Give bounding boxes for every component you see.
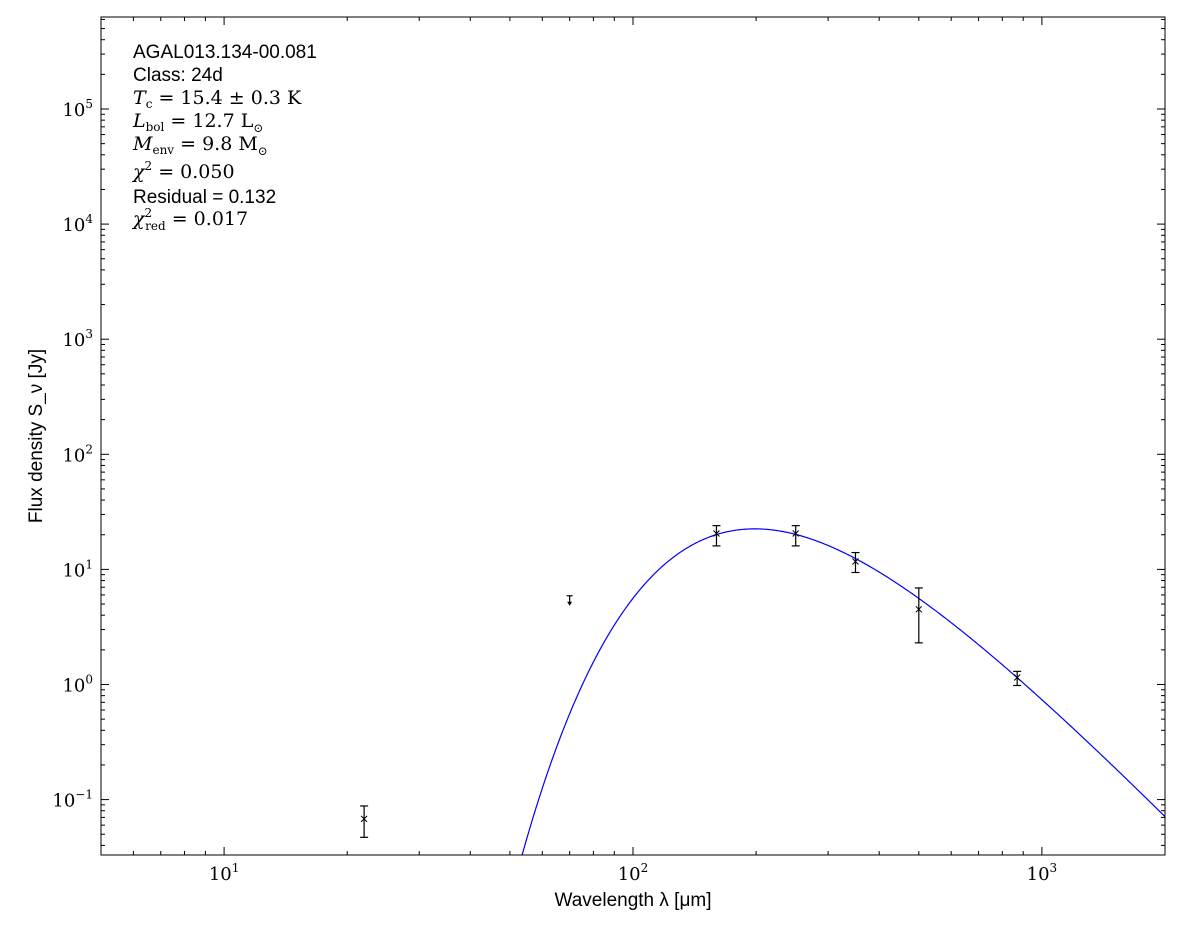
y-tick-label: 101 [62,557,93,581]
data-point [712,525,721,547]
point-marker [1013,674,1021,681]
y-axis-label-text: Flux density S_ν [Jy] [26,349,47,523]
minor-ticks [100,17,1166,855]
x-axis-label: Wavelength λ [μm] [554,890,711,911]
point-marker [713,530,720,537]
y-tick-label: 105 [62,97,93,121]
points-layer [360,525,1022,838]
data-point [1013,670,1022,687]
class-label: Class: 24d [133,65,223,86]
point-marker [792,530,800,537]
y-axis-label: Flux density S_ν [Jy] [26,349,47,523]
point-marker [360,815,368,823]
data-point [851,551,860,574]
model-curve [521,528,1165,855]
y-tick-label: 103 [62,327,93,351]
envelope-mass-label: Menv = 9.8 M⊙ [132,133,268,158]
plot-frame [100,16,1166,856]
y-tick-label: 10−1 [52,788,93,812]
upper-limit-arrow [567,601,573,606]
x-axis-label-text: Wavelength λ [μm] [554,890,711,911]
upper-limit [566,595,573,606]
x-tick-label: 103 [1027,861,1058,885]
point-marker [852,558,859,565]
luminosity-label: Lbol = 12.7 L⊙ [132,110,263,135]
y-tick-label: 100 [62,672,93,696]
annotation-box: AGAL013.134-00.081 Class: 24d Tc = 15.4 … [131,42,317,233]
data-point [360,805,369,838]
temperature-label: Tc = 15.4 ± 0.3 K [133,87,302,111]
chi2-label: χ2 = 0.050 [131,159,235,183]
chi2-reduced-label: χ2 red = 0.017 [131,206,248,233]
model-layer [521,528,1165,855]
residual-label: Residual = 0.132 [133,187,276,208]
x-tick-label: 102 [618,861,649,885]
major-ticks: 101 102 103 10−1 100 101 102 103 104 105 [52,17,1165,885]
x-tick-label: 101 [209,861,240,885]
data-point [791,525,800,547]
y-tick-label: 102 [62,442,93,466]
data-point [914,587,923,644]
y-tick-label: 104 [62,212,93,236]
source-name: AGAL013.134-00.081 [133,42,317,63]
point-marker [915,605,923,613]
